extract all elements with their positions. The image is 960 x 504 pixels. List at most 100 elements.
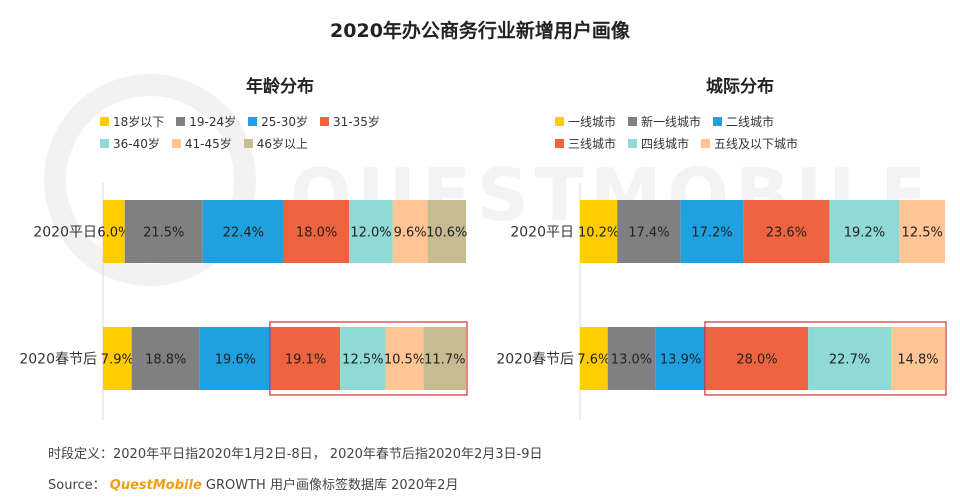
legend-swatch xyxy=(320,116,330,126)
age-value-label: 19.1% xyxy=(285,353,326,368)
age-bar-segment xyxy=(199,327,271,390)
city-value-label: 12.5% xyxy=(902,226,943,241)
page-title: 2020年办公商务行业新增用户画像 xyxy=(330,20,630,42)
legend-swatch xyxy=(628,116,638,126)
age-bar-segment xyxy=(283,200,350,263)
legend-label: 31-35岁 xyxy=(333,114,380,129)
footer-source: Source： QuestMobile GROWTH 用户画像标签数据库 202… xyxy=(48,474,458,493)
legend-label: 36-40岁 xyxy=(113,136,160,151)
legend-label: 25-30岁 xyxy=(261,114,309,129)
legend-label: 18岁以下 xyxy=(113,114,165,129)
city-legend: 一线城市 新一线城市 二线城市三线城市 四线城市 五线及以下城市 xyxy=(555,110,935,154)
legend-label: 三线城市 xyxy=(568,136,617,151)
legend-swatch xyxy=(713,116,723,126)
city-value-label: 10.2% xyxy=(578,226,619,241)
city-highlight-box xyxy=(704,321,947,396)
age-value-label: 10.6% xyxy=(426,226,467,241)
legend-swatch xyxy=(555,116,564,126)
legend-item: 一线城市 xyxy=(555,113,616,130)
age-panel-title: 年龄分布 xyxy=(246,77,314,97)
legend-label: 新一线城市 xyxy=(641,114,702,129)
city-bar-segment xyxy=(808,327,891,390)
city-value-label: 28.0% xyxy=(736,353,777,368)
age-legend: 18岁以下 19-24岁 25-30岁 31-35岁 36-40岁 41-45岁 46岁以上 xyxy=(100,110,440,154)
legend-item: 46岁以上 xyxy=(243,135,309,152)
legend-label: 19-24岁 xyxy=(189,114,237,129)
age-value-label: 21.5% xyxy=(143,226,184,241)
legend-item: 18岁以下 xyxy=(100,113,164,130)
legend-swatch xyxy=(100,116,109,126)
legend-item: 二线城市 xyxy=(713,113,774,130)
legend-swatch xyxy=(555,138,564,148)
legend-row: 18岁以下 19-24岁 25-30岁 31-35岁 xyxy=(100,110,440,132)
legend-row: 一线城市 新一线城市 二线城市 xyxy=(555,110,935,132)
legend-item: 31-35岁 xyxy=(320,113,380,130)
legend-item: 19-24岁 xyxy=(176,113,236,130)
age-value-label: 9.6% xyxy=(394,226,427,241)
legend-swatch xyxy=(243,138,253,148)
legend-swatch xyxy=(171,138,181,148)
legend-swatch xyxy=(248,116,258,126)
age-value-label: 22.4% xyxy=(223,226,264,241)
city-bar-segment xyxy=(655,327,706,390)
city-value-label: 17.2% xyxy=(691,226,732,241)
age-value-label: 6.0% xyxy=(97,226,130,241)
legend-item: 新一线城市 xyxy=(628,113,701,130)
age-bar-segment xyxy=(392,200,428,263)
age-bar-segment xyxy=(124,200,203,263)
age-value-label: 19.6% xyxy=(215,353,256,368)
age-bar-segment xyxy=(202,200,284,263)
legend-item: 三线城市 xyxy=(555,135,616,152)
legend-swatch xyxy=(100,138,109,148)
age-value-label: 10.5% xyxy=(384,353,425,368)
legend-swatch xyxy=(176,116,186,126)
age-value-label: 18.8% xyxy=(145,353,186,368)
city-bar-segment xyxy=(580,327,608,390)
city-bar-segment xyxy=(580,200,618,263)
city-bar-segment xyxy=(705,327,809,390)
legend-label: 二线城市 xyxy=(726,114,775,129)
age-value-label: 18.0% xyxy=(296,226,337,241)
age-value-label: 11.7% xyxy=(424,353,465,368)
legend-swatch xyxy=(628,138,638,148)
age-bar-segment xyxy=(427,200,466,263)
age-value-label: 7.9% xyxy=(101,353,134,368)
age-bar-segment xyxy=(423,327,466,390)
city-value-label: 23.6% xyxy=(766,226,807,241)
age-bar-segment xyxy=(131,327,200,390)
legend-label: 46岁以上 xyxy=(256,136,309,151)
city-value-label: 19.2% xyxy=(844,226,885,241)
legend-label: 41-45岁 xyxy=(184,136,232,151)
legend-label: 一线城市 xyxy=(568,114,617,129)
footer-definition: 时段定义：2020年平日指2020年1月2日-8日， 2020年春节后指2020… xyxy=(48,447,543,462)
age-bar-segment xyxy=(340,327,386,390)
age-bar-segment xyxy=(103,200,125,263)
age-value-label: 12.5% xyxy=(342,353,383,368)
age-category-label: 2020春节后 xyxy=(19,352,97,368)
city-panel-title: 城际分布 xyxy=(706,77,774,97)
age-bar-segment xyxy=(385,327,424,390)
city-bar-segment xyxy=(617,200,681,263)
legend-row: 三线城市 四线城市 五线及以下城市 xyxy=(555,132,935,154)
age-bar-segment xyxy=(349,200,393,263)
city-value-label: 22.7% xyxy=(829,353,870,368)
city-value-label: 14.8% xyxy=(897,353,938,368)
city-bar-segment xyxy=(680,200,744,263)
city-bar-segment xyxy=(899,200,945,263)
legend-swatch xyxy=(701,138,711,148)
city-bar-segment xyxy=(607,327,656,390)
age-value-label: 12.0% xyxy=(350,226,391,241)
legend-item: 四线城市 xyxy=(628,135,689,152)
legend-label: 五线及以下城市 xyxy=(714,136,799,151)
city-value-label: 17.4% xyxy=(628,226,669,241)
city-value-label: 13.9% xyxy=(660,353,701,368)
age-highlight-box xyxy=(269,321,468,396)
legend-item: 41-45岁 xyxy=(171,135,232,152)
legend-label: 四线城市 xyxy=(641,136,690,151)
legend-item: 36-40岁 xyxy=(100,135,160,152)
brand-logo: QuestMobile xyxy=(109,478,202,493)
source-label: Source： xyxy=(48,478,106,493)
legend-row: 36-40岁 41-45岁 46岁以上 xyxy=(100,132,440,154)
city-bar-segment xyxy=(829,200,900,263)
